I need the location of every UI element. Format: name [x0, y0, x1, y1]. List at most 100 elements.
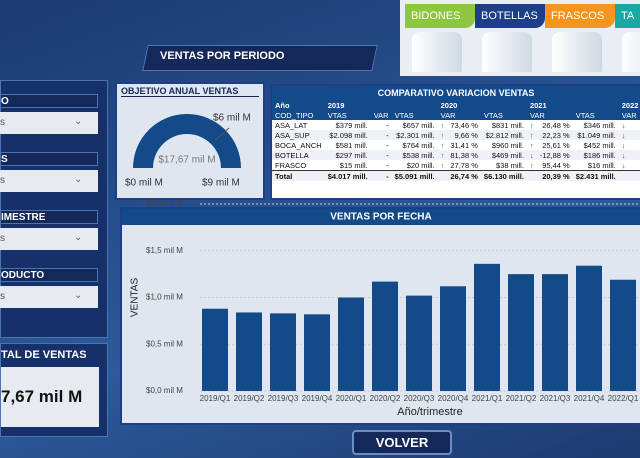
- table-cell: 81,38 %: [450, 150, 478, 160]
- tab: BIDONES: [405, 4, 475, 28]
- table-cell: ↑: [529, 160, 534, 170]
- table-cell: VAR: [440, 110, 456, 120]
- table-cell: ↑: [440, 120, 445, 130]
- total-value: 7,67 mil M: [1, 367, 99, 427]
- x-tick-label: 2021/Q2: [506, 394, 537, 403]
- table-row: BOCA_ANCH $581 mill. - $764 mill. ↑ 31,41 % $9…: [272, 140, 640, 150]
- table-cell: $346 mill.: [583, 120, 616, 130]
- filter-dropdown: s: [0, 286, 98, 308]
- y-axis-label: VENTAS: [130, 278, 141, 318]
- table-cell: -: [386, 140, 389, 150]
- x-axis-label: Año/trimestre: [397, 406, 462, 418]
- table-cell: ↑: [440, 160, 445, 170]
- bar: [406, 295, 432, 391]
- x-tick-label: 2019/Q2: [234, 394, 265, 403]
- y-tick-label: $2,0 mil M: [146, 199, 183, 208]
- table-cell: VAR: [529, 110, 545, 120]
- x-tick-label: 2020/Q2: [370, 394, 401, 403]
- table-cell: $379 mill.: [335, 120, 368, 130]
- table-cell: ↓: [529, 150, 534, 160]
- table-cell: 2021: [529, 100, 547, 110]
- table-cell: ASA_SUP: [275, 130, 310, 140]
- table-cell: ↑: [440, 150, 445, 160]
- chart-title: VENTAS POR FECHA: [330, 212, 432, 223]
- table-cell: $2.812 mill.: [485, 130, 524, 140]
- table-cell: -: [386, 120, 389, 130]
- table-cell: $5.091 mill.: [394, 171, 435, 181]
- table-cell: $1.049 mill.: [577, 130, 616, 140]
- table-row: Año 2019 2020 2021 2022: [272, 100, 640, 110]
- x-tick-label: 2019/Q1: [200, 394, 231, 403]
- gauge-title: OBJETIVO ANUAL VENTAS: [121, 86, 259, 97]
- table-cell: ↓: [621, 160, 626, 170]
- table-cell: -: [386, 171, 389, 181]
- table-cell: ↑: [529, 140, 534, 150]
- bar: [576, 265, 602, 391]
- back-button[interactable]: VOLVER: [352, 430, 452, 455]
- dropdown-caret: ⌄: [74, 290, 83, 301]
- bar: [440, 286, 466, 391]
- table-cell: VTAS: [575, 110, 595, 120]
- table-cell: 26,74 %: [450, 171, 478, 181]
- table-cell: $538 mill.: [402, 150, 435, 160]
- table-cell: VTAS: [483, 110, 503, 120]
- y-tick-label: $0,0 mil M: [146, 386, 183, 395]
- table-cell: 31,41 %: [450, 140, 478, 150]
- table-cell: $960 mill.: [491, 140, 524, 150]
- table-cell: ↑: [440, 140, 445, 150]
- table-cell: ↓: [621, 130, 626, 140]
- bar: [304, 314, 330, 391]
- table-cell: 9,66 %: [454, 130, 478, 140]
- table-cell: $38 mill.: [496, 160, 524, 170]
- total-panel: TAL DE VENTAS 7,67 mil M: [0, 343, 108, 437]
- table-cell: $20 mill.: [406, 160, 435, 170]
- table-cell: $2.098 mill.: [329, 130, 368, 140]
- table-cell: $4.017 mill.: [327, 171, 368, 181]
- table-cell: 2022: [621, 100, 639, 110]
- table-cell: 25,61 %: [542, 140, 570, 150]
- table-cell: $186 mill.: [583, 150, 616, 160]
- filter-label: IMESTRE: [0, 210, 98, 224]
- x-tick-label: 2020/Q1: [336, 394, 367, 403]
- table-cell: $2.431 mill.: [575, 171, 616, 181]
- gauge-value: $17,67 mil M: [158, 155, 215, 166]
- table-row: ASA_SUP $2.098 mill. - $2.301 mill. ↑ 9,66 % $…: [272, 130, 640, 140]
- total-label: TAL DE VENTAS: [1, 349, 87, 361]
- y-tick-label: $1,0 mil M: [146, 293, 183, 302]
- table-cell: FRASCO: [275, 160, 307, 170]
- table-panel: COMPARATIVO VARIACION VENTAS Año 2019 2020…: [270, 84, 640, 200]
- table-cell: $15 mill.: [339, 160, 368, 170]
- x-tick-label: 2020/Q3: [404, 394, 435, 403]
- bar: [372, 281, 398, 391]
- product-image: [482, 32, 532, 72]
- bar: [474, 263, 500, 391]
- dropdown-caret: ⌄: [74, 116, 83, 127]
- table-cell: ↑: [529, 130, 534, 140]
- table-cell: $581 mill.: [335, 140, 368, 150]
- y-tick-label: $0,5 mil M: [146, 339, 183, 348]
- table-cell: -: [386, 150, 389, 160]
- table-cell: $831 mill.: [491, 120, 524, 130]
- bar: [542, 274, 568, 391]
- table-cell: COD_TIPO: [275, 110, 314, 120]
- gauge-target: [214, 127, 230, 141]
- table-cell: ↓: [621, 150, 626, 160]
- bar: [236, 312, 262, 391]
- gauge-target-label: $6 mil M: [213, 113, 251, 124]
- product-image: [552, 32, 602, 72]
- table-cell: -12,88 %: [539, 150, 570, 160]
- table-cell: 26,48 %: [542, 120, 570, 130]
- gauge-min: $0 mil M: [125, 178, 163, 189]
- table-cell: $452 mill.: [583, 140, 616, 150]
- y-tick-label: $1,5 mil M: [146, 246, 183, 255]
- table: Año 2019 2020 2021 2022 COD_TIPO VTAS VAR VTAS VA…: [272, 100, 640, 181]
- table-cell: VTAS: [327, 110, 347, 120]
- table-row: Total $4.017 mill. - $5.091 mill. 26,74 % $6.…: [272, 170, 640, 181]
- filter-dropdown: s: [0, 112, 98, 134]
- gauge-max: $9 mil M: [202, 178, 240, 189]
- filter-label: O: [0, 94, 98, 108]
- product-image: [622, 32, 640, 72]
- table-row: BOTELLA $297 mill. - $538 mill. ↑ 81,38 % $469…: [272, 150, 640, 160]
- table-cell: VAR: [621, 110, 637, 120]
